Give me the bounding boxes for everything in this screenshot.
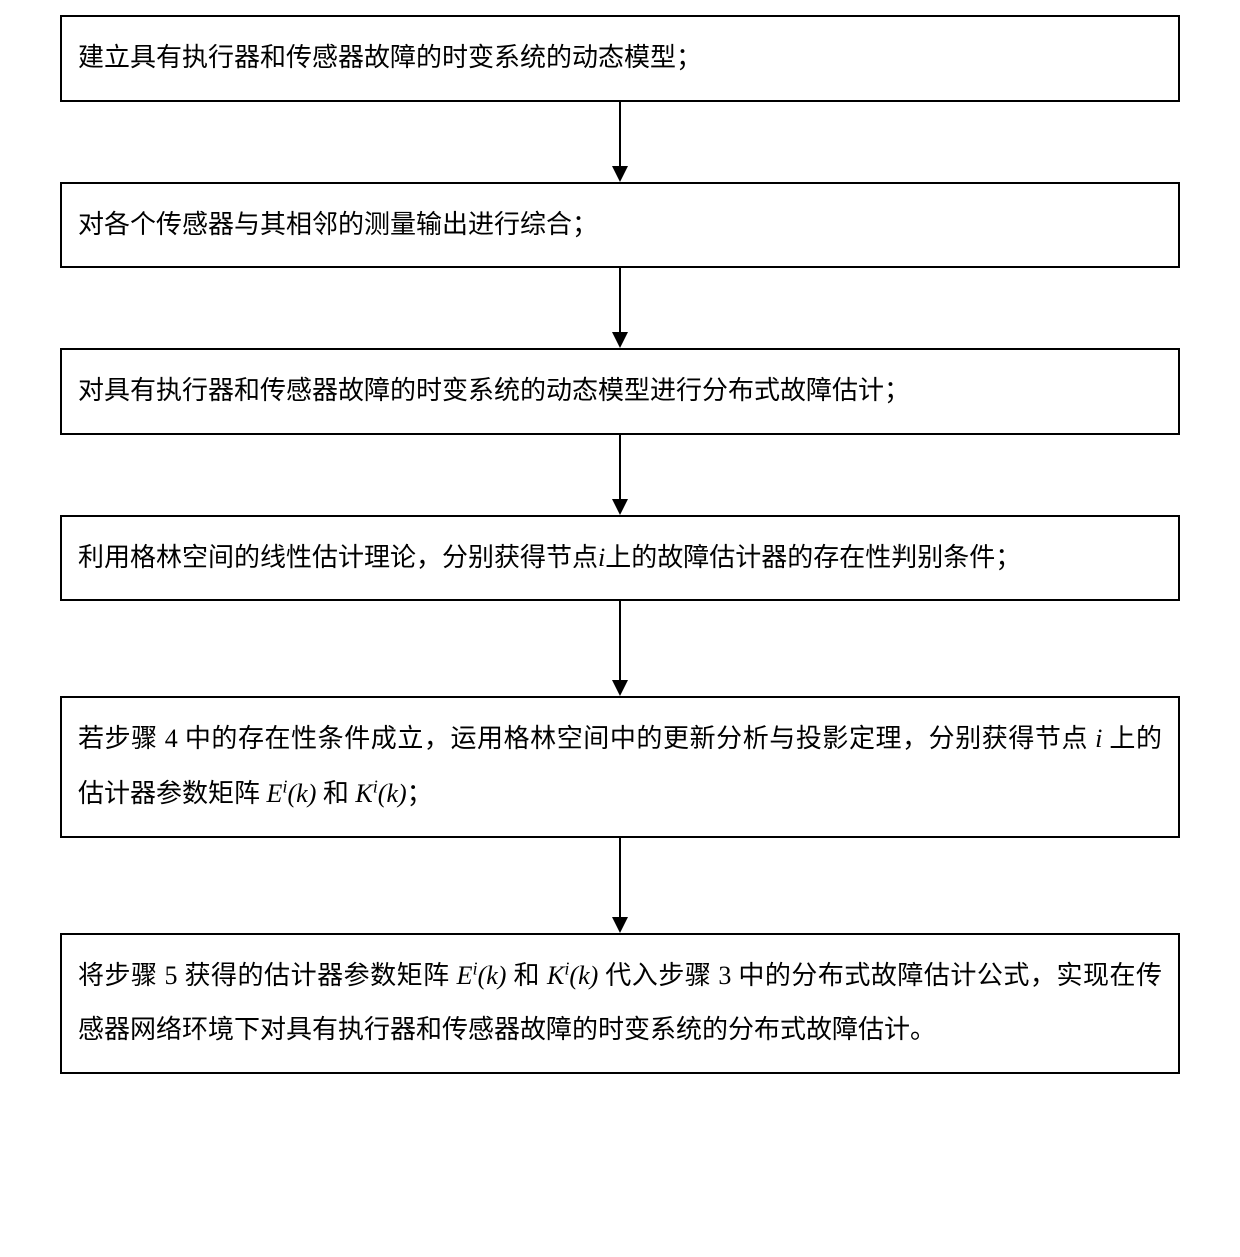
step-box-1: 建立具有执行器和传感器故障的时变系统的动态模型； — [60, 15, 1180, 102]
step-5-text-mid2: 和 — [316, 779, 355, 808]
step-5-text-pre: 若步骤 4 中的存在性条件成立，运用格林空间中的更新分析与投影定理，分别获得节点 — [78, 724, 1095, 753]
arrow-3-4 — [60, 435, 1180, 515]
step-box-6: 将步骤 5 获得的估计器参数矩阵 Ei(k) 和 Ki(k) 代入步骤 3 中的… — [60, 933, 1180, 1074]
arrow-1-2 — [60, 102, 1180, 182]
step-box-4: 利用格林空间的线性估计理论，分别获得节点i上的故障估计器的存在性判别条件； — [60, 515, 1180, 602]
arrow-4-5 — [60, 601, 1180, 696]
step-box-3: 对具有执行器和传感器故障的时变系统的动态模型进行分布式故障估计； — [60, 348, 1180, 435]
step-4-text-pre: 利用格林空间的线性估计理论，分别获得节点 — [78, 543, 598, 572]
math-K-6: Ki(k) — [547, 961, 598, 990]
step-6-text-pre: 将步骤 5 获得的估计器参数矩阵 — [78, 961, 457, 990]
step-4-text-mid: 上的故障估计器的存在性判别条件； — [605, 543, 1021, 572]
step-box-5: 若步骤 4 中的存在性条件成立，运用格林空间中的更新分析与投影定理，分别获得节点… — [60, 696, 1180, 837]
step-1-text: 建立具有执行器和传感器故障的时变系统的动态模型； — [78, 43, 702, 72]
arrow-2-3 — [60, 268, 1180, 348]
math-E: Ei(k) — [267, 779, 317, 808]
step-6-text-mid: 和 — [506, 961, 547, 990]
step-box-2: 对各个传感器与其相邻的测量输出进行综合； — [60, 182, 1180, 269]
arrow-5-6 — [60, 838, 1180, 933]
math-E-6: Ei(k) — [457, 961, 507, 990]
step-5-text-post: ； — [407, 779, 433, 808]
flowchart-container: 建立具有执行器和传感器故障的时变系统的动态模型； 对各个传感器与其相邻的测量输出… — [60, 15, 1180, 1074]
math-K: Ki(k) — [355, 779, 406, 808]
step-2-text: 对各个传感器与其相邻的测量输出进行综合； — [78, 210, 598, 239]
step-3-text: 对具有执行器和传感器故障的时变系统的动态模型进行分布式故障估计； — [78, 376, 910, 405]
